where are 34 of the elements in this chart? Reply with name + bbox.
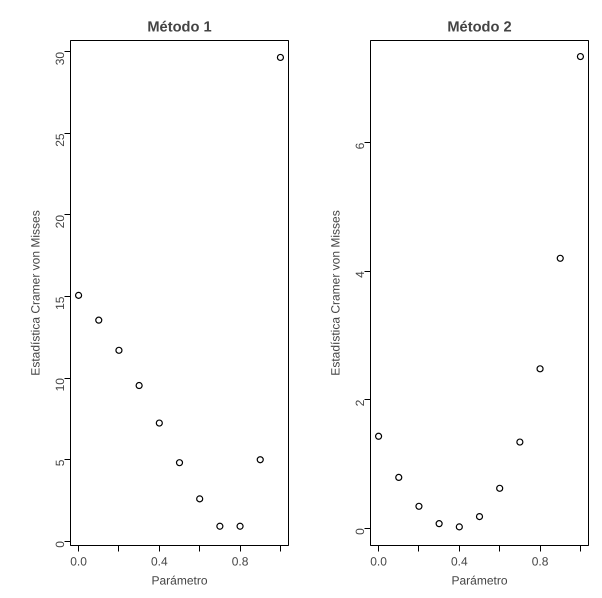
point [436,520,443,528]
y-tick-label: 30 [53,52,67,66]
x-axis-title: Parámetro [451,574,508,588]
x-tick-label: 0.8 [532,554,549,568]
point [456,523,463,530]
chart-title: Método 2 [447,20,512,36]
point [556,254,564,262]
y-axis-title: Estadística Cramer von Misses [328,210,342,376]
x-tick-label: 0.8 [232,554,249,568]
point [374,432,382,440]
y-tick-label: 15 [53,296,67,310]
y-axis-title: Estadística Cramer von Misses [28,210,42,376]
point [496,484,504,492]
x-tick-label: 0.0 [70,554,88,568]
y-tick-label: 0 [353,528,367,535]
point [576,52,584,60]
y-tick-label: 2 [353,399,367,406]
y-tick-label: 5 [53,459,67,466]
point [395,474,402,481]
y-tick-label: 6 [353,142,367,150]
y-tick-label: 10 [53,378,67,392]
x-axis-title: Parámetro [151,574,208,588]
y-tick-label: 25 [53,133,67,147]
x-tick-label: 0.4 [450,554,468,568]
point [415,502,423,510]
y-tick-label: 20 [53,214,67,228]
y-tick-label: 0 [53,540,67,548]
point [536,365,544,372]
chart-title: Método 1 [147,20,212,36]
x-tick-label: 0.4 [150,554,168,568]
x-tick-label: 0.0 [370,554,388,568]
point [476,512,484,520]
point [516,438,524,446]
y-tick-label: 4 [353,270,367,278]
